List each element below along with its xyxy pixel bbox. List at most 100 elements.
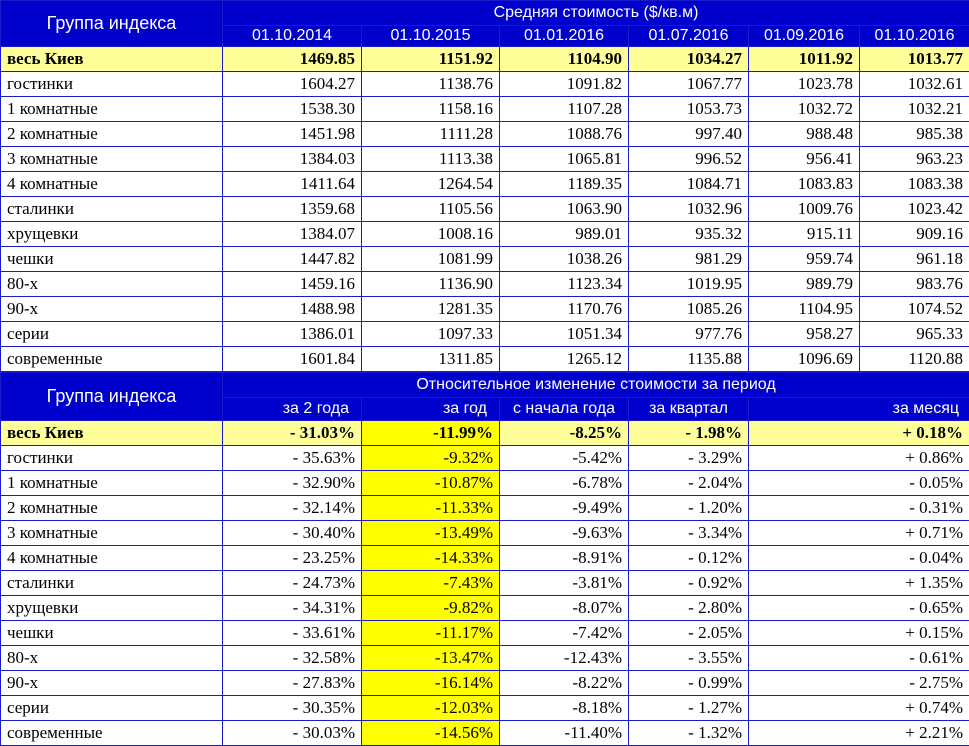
group-index-header: Группа индекса: [1, 1, 223, 47]
price-cell: 1459.16: [223, 272, 362, 297]
change-cell: - 30.40%: [223, 521, 362, 546]
price-cell: 1067.77: [629, 72, 749, 97]
price-cell: 1081.99: [362, 247, 500, 272]
price-cell: 1097.33: [362, 322, 500, 347]
group-index-header-2: Группа индекса: [1, 373, 223, 421]
change-cell: -12.03%: [362, 696, 500, 721]
row-label: 2 комнатные: [1, 496, 223, 521]
change-cell: + 0.18%: [749, 421, 969, 446]
row-label: 4 комнатные: [1, 546, 223, 571]
price-cell: 1019.95: [629, 272, 749, 297]
price-cell: 996.52: [629, 147, 749, 172]
date-header: 01.10.2014: [223, 26, 362, 47]
change-cell: + 1.35%: [749, 571, 969, 596]
change-cell: + 0.71%: [749, 521, 969, 546]
price-cell: 1138.76: [362, 72, 500, 97]
price-cell: 1488.98: [223, 297, 362, 322]
row-label: хрущевки: [1, 222, 223, 247]
change-cell: - 30.03%: [223, 721, 362, 746]
change-cell: - 0.31%: [749, 496, 969, 521]
price-cell: 1105.56: [362, 197, 500, 222]
price-cell: 1384.07: [223, 222, 362, 247]
row-label: 1 комнатные: [1, 97, 223, 122]
change-cell: - 35.63%: [223, 446, 362, 471]
price-cell: 1085.26: [629, 297, 749, 322]
price-cell: 985.38: [860, 122, 969, 147]
change-cell: - 0.92%: [629, 571, 749, 596]
change-cell: - 34.31%: [223, 596, 362, 621]
row-label: 2 комнатные: [1, 122, 223, 147]
change-cell: - 0.04%: [749, 546, 969, 571]
change-cell: -8.07%: [500, 596, 629, 621]
change-cell: -10.87%: [362, 471, 500, 496]
change-cell: -9.82%: [362, 596, 500, 621]
change-cell: - 1.32%: [629, 721, 749, 746]
price-cell: 997.40: [629, 122, 749, 147]
price-cell: 959.74: [749, 247, 860, 272]
date-header: 01.01.2016: [500, 26, 629, 47]
change-cell: -14.56%: [362, 721, 500, 746]
row-label: чешки: [1, 621, 223, 646]
date-header: 01.10.2015: [362, 26, 500, 47]
row-label: 4 комнатные: [1, 172, 223, 197]
row-label: 90-х: [1, 297, 223, 322]
price-cell: 1104.90: [500, 47, 629, 72]
change-cell: -5.42%: [500, 446, 629, 471]
change-cell: -9.49%: [500, 496, 629, 521]
price-cell: 1083.38: [860, 172, 969, 197]
change-cell: - 32.14%: [223, 496, 362, 521]
price-cell: 1359.68: [223, 197, 362, 222]
row-label: 3 комнатные: [1, 147, 223, 172]
price-cell: 1538.30: [223, 97, 362, 122]
change-cell: - 33.61%: [223, 621, 362, 646]
price-cell: 1023.42: [860, 197, 969, 222]
price-cell: 1451.98: [223, 122, 362, 147]
price-cell: 958.27: [749, 322, 860, 347]
price-cell: 1008.16: [362, 222, 500, 247]
price-cell: 1386.01: [223, 322, 362, 347]
price-cell: 1469.85: [223, 47, 362, 72]
date-header: 01.07.2016: [629, 26, 749, 47]
price-cell: 1096.69: [749, 347, 860, 372]
row-label: 90-х: [1, 671, 223, 696]
price-cell: 1111.28: [362, 122, 500, 147]
change-cell: -11.17%: [362, 621, 500, 646]
price-cell: 1123.34: [500, 272, 629, 297]
price-cell: 1038.26: [500, 247, 629, 272]
price-cell: 1107.28: [500, 97, 629, 122]
change-cell: - 0.05%: [749, 471, 969, 496]
price-cell: 1032.96: [629, 197, 749, 222]
price-cell: 963.23: [860, 147, 969, 172]
change-cell: - 0.99%: [629, 671, 749, 696]
period-header: за месяц: [749, 398, 969, 421]
price-cell: 1104.95: [749, 297, 860, 322]
price-cell: 1384.03: [223, 147, 362, 172]
change-cell: -9.32%: [362, 446, 500, 471]
price-cell: 1113.38: [362, 147, 500, 172]
change-cell: - 32.58%: [223, 646, 362, 671]
change-cell: - 1.98%: [629, 421, 749, 446]
price-cell: 956.41: [749, 147, 860, 172]
row-label: весь Киев: [1, 47, 223, 72]
change-cell: -11.33%: [362, 496, 500, 521]
change-cell: - 2.05%: [629, 621, 749, 646]
row-label: весь Киев: [1, 421, 223, 446]
row-label: 80-х: [1, 272, 223, 297]
price-cell: 1601.84: [223, 347, 362, 372]
row-label: 3 комнатные: [1, 521, 223, 546]
table-row: современные- 30.03%-14.56%-11.40%- 1.32%…: [1, 721, 969, 746]
change-cell: + 0.15%: [749, 621, 969, 646]
row-label: сталинки: [1, 571, 223, 596]
change-cell: - 3.29%: [629, 446, 749, 471]
change-cell: -9.63%: [500, 521, 629, 546]
change-cell: -8.18%: [500, 696, 629, 721]
change-cell: - 3.34%: [629, 521, 749, 546]
change-cell: -6.78%: [500, 471, 629, 496]
